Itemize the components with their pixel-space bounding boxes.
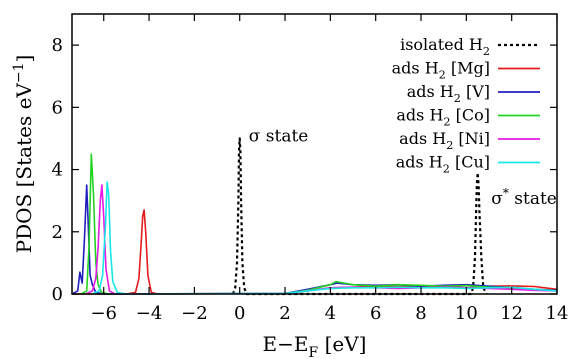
x-tick-label: 10 <box>455 303 478 324</box>
y-tick-label: 4 <box>52 160 63 181</box>
series-line-ads-h2-mg <box>72 209 558 295</box>
legend-label-isolated-h2: isolated H2 <box>400 35 490 58</box>
y-tick-label: 0 <box>52 284 63 305</box>
legend-label-ads-h2-ni: ads H2 [Ni] <box>399 129 490 152</box>
x-tick-label: −2 <box>181 303 208 324</box>
y-axis-label: PDOS [States eV−1] <box>11 55 36 254</box>
series-line-ads-h2-co <box>80 153 558 295</box>
plot-frame <box>71 13 558 295</box>
legend-label-ads-h2-mg: ads H2 [Mg] <box>392 59 490 82</box>
legend-label-ads-h2-v: ads H2 [V] <box>407 82 490 105</box>
y-tick-label: 8 <box>52 35 63 56</box>
annotation-state: σ state <box>249 127 309 147</box>
x-tick-label: 12 <box>500 303 523 324</box>
x-tick-label: 6 <box>370 303 381 324</box>
x-tick-label: 8 <box>415 303 426 324</box>
x-tick-label: 0 <box>234 303 245 324</box>
series-layer <box>71 137 558 296</box>
legend-label-ads-h2-cu: ads H2 [Cu] <box>396 153 490 176</box>
axis-ticks: −6 −4 −2 0 2 4 6 8 10 12 14 0 2 4 6 8 <box>52 14 569 324</box>
legend-label-ads-h2-co: ads H2 [Co] <box>396 106 490 129</box>
annotation-layer: σ state σ* state <box>249 127 557 209</box>
y-tick-label: 2 <box>52 222 63 243</box>
series-line-ads-h2-v <box>71 184 558 295</box>
x-tick-label: 2 <box>279 303 290 324</box>
axis-labels: E−EF [eV] PDOS [States eV−1] <box>11 55 366 359</box>
annotation-state: σ* state <box>491 186 557 209</box>
y-tick-label: 6 <box>52 97 63 118</box>
series-line-isolated-h2 <box>231 137 488 296</box>
x-tick-label: 4 <box>325 303 336 324</box>
series-line-ads-h2-cu <box>92 181 558 295</box>
x-tick-label: −6 <box>90 303 117 324</box>
x-axis-label: E−EF [eV] <box>263 332 367 359</box>
x-tick-label: 14 <box>546 303 569 324</box>
x-tick-label: −4 <box>136 303 163 324</box>
series-line-ads-h2-ni <box>85 184 558 295</box>
